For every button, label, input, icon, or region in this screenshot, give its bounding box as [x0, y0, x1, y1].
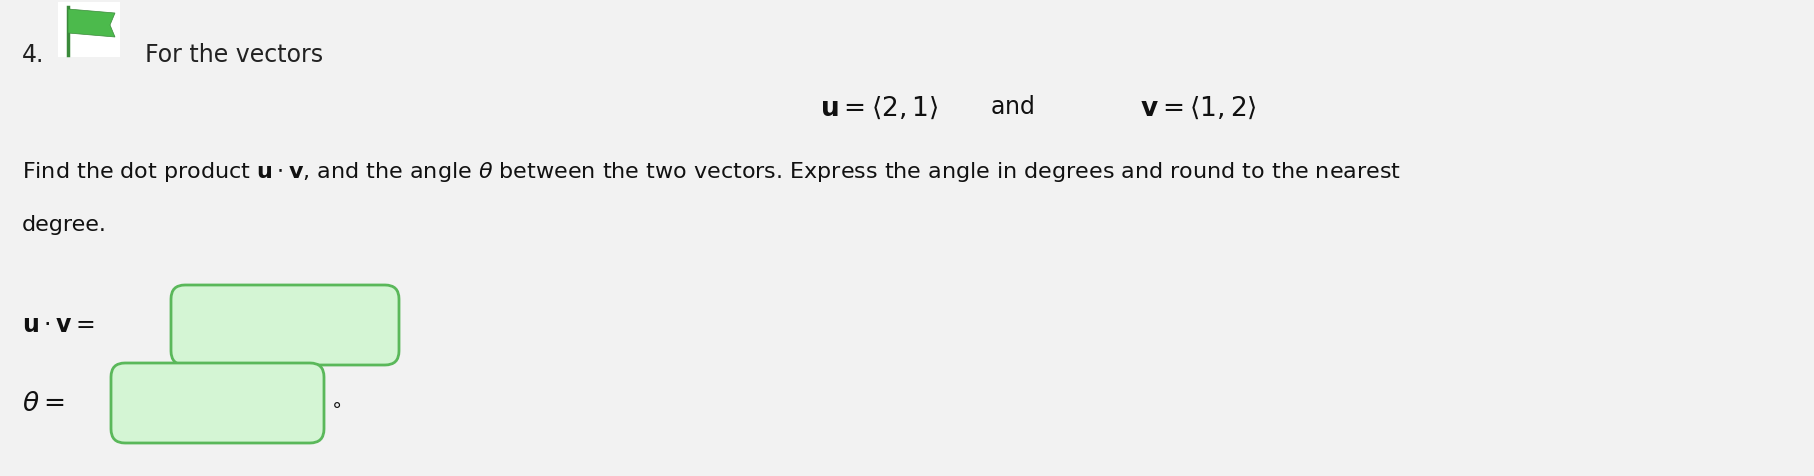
Text: Find the dot product $\mathbf{u} \cdot \mathbf{v}$, and the angle $\theta$ betwe: Find the dot product $\mathbf{u} \cdot \…: [22, 159, 1400, 184]
Text: $\theta =$: $\theta =$: [22, 391, 65, 416]
Text: $\mathbf{u} \cdot \mathbf{v} =$: $\mathbf{u} \cdot \mathbf{v} =$: [22, 314, 94, 337]
Text: $\mathbf{v} = \langle 1, 2 \rangle$: $\mathbf{v} = \langle 1, 2 \rangle$: [1139, 95, 1257, 121]
Text: $\circ$: $\circ$: [330, 394, 341, 412]
Text: $\mathrm{and}$: $\mathrm{and}$: [990, 95, 1034, 119]
Text: For the vectors: For the vectors: [145, 43, 323, 67]
FancyBboxPatch shape: [171, 286, 399, 365]
Text: degree.: degree.: [22, 215, 107, 235]
Text: 4.: 4.: [22, 43, 44, 67]
Text: $\mathbf{u} = \langle 2, 1 \rangle$: $\mathbf{u} = \langle 2, 1 \rangle$: [820, 95, 938, 121]
FancyBboxPatch shape: [58, 3, 120, 58]
FancyBboxPatch shape: [111, 363, 325, 443]
Polygon shape: [67, 10, 114, 38]
